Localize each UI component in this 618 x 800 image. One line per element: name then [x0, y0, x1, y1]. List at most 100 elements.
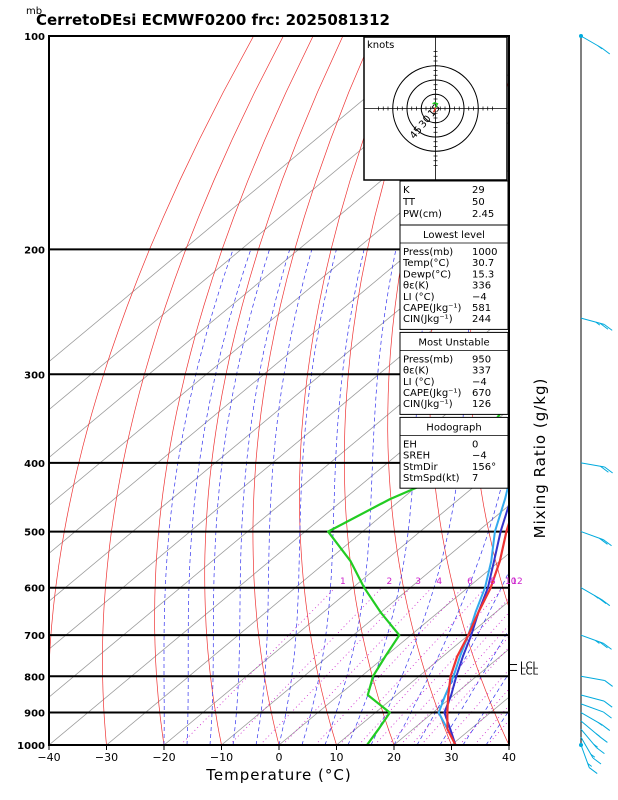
dry-adiabat [387, 36, 463, 745]
isotherm [336, 600, 509, 745]
mixing-ratio-line [229, 587, 383, 745]
x-axis-label: Temperature (°C) [205, 766, 351, 784]
temperature-tick-label: 0 [276, 751, 283, 764]
index-value: 29 [472, 185, 485, 196]
wind-barb-half [587, 763, 593, 767]
wind-barb-flag [601, 47, 611, 55]
moist-adiabat [232, 249, 291, 745]
wind-barb-shaft [580, 703, 604, 713]
isotherm [508, 744, 509, 745]
temperature-axis: −40 −30 −20 −10 0 10 20 30 40 [37, 745, 516, 764]
temperature-tick-label: −10 [210, 751, 233, 764]
mixing-ratio-label: 8 [490, 577, 496, 587]
hodograph-trace-low [432, 107, 437, 113]
mixing-ratio-line [180, 587, 336, 745]
wind-barb-flag [603, 700, 613, 708]
wind-barb-half [597, 721, 603, 726]
lcl-label: LCL [520, 666, 539, 677]
table-section-header: Lowest level [423, 230, 485, 241]
moist-adiabat [393, 449, 509, 745]
wind-barb-half [594, 594, 599, 599]
temperature-tick-label: −20 [152, 751, 175, 764]
wind-barb-half [590, 753, 596, 758]
wind-barb-flag [597, 597, 607, 604]
mixing-ratio-label: 3 [415, 577, 421, 587]
wind-barb-flag [603, 711, 612, 719]
index-label: PW(cm) [403, 209, 442, 220]
isotherm [163, 456, 509, 745]
table-row-label: CAPE(Jkg⁻¹) [403, 388, 461, 399]
moist-adiabat [462, 672, 509, 745]
temperature-tick-label: 40 [502, 751, 516, 764]
pressure-tick-label: 600 [24, 584, 45, 595]
wind-barb-half [595, 733, 601, 738]
pressure-tick-label: 100 [24, 32, 45, 43]
temperature-tick-label: −30 [95, 751, 118, 764]
moist-adiabat [186, 249, 252, 745]
indices-table: K 29 TT 50 PW(cm) 2.45 Lowest level Press(mb) 10… [399, 180, 509, 489]
background-grid [49, 36, 509, 745]
isotherm [49, 313, 509, 698]
table-row-label: θε(K) [403, 366, 429, 377]
table-row-value: 156° [472, 462, 496, 473]
moist-adiabat [439, 628, 509, 745]
dry-adiabat [49, 36, 254, 745]
table-row-value: 337 [472, 366, 491, 377]
table-row-label: LI (°C) [403, 292, 435, 303]
isotherm [49, 121, 509, 506]
moist-adiabat [324, 249, 397, 745]
dewpoint-trace [327, 399, 509, 745]
parcel-trace [443, 501, 509, 745]
table-box [399, 416, 509, 489]
table-row-label: CIN(Jkg⁻¹) [403, 399, 453, 410]
temperature-tick-label: −40 [37, 751, 60, 764]
isotherm [106, 409, 509, 745]
wind-barb-flag [601, 599, 611, 607]
table-row-value: 15.3 [472, 269, 494, 280]
wind-barb-flag [604, 680, 613, 687]
wind-barb-flag [592, 757, 602, 765]
table-row-value: 7 [472, 473, 478, 484]
dry-adiabat [299, 36, 403, 745]
table-row-label: StmSpd(kt) [403, 473, 460, 484]
pressure-tick-label: 1000 [17, 741, 45, 752]
table-row-value: 1000 [472, 247, 497, 258]
pressure-tick-label: 900 [24, 709, 45, 720]
lcl-label: LCL [520, 661, 539, 672]
mixing-ratio-line [487, 719, 509, 745]
isotherm [221, 504, 509, 745]
wind-barb-flag [599, 537, 608, 545]
pressure-tick-label: 500 [24, 528, 45, 539]
table-row-label: Press(mb) [403, 354, 453, 365]
wind-barb-half [595, 321, 601, 326]
wind-barb-flag [599, 641, 608, 649]
mixing-ratio-line [259, 587, 411, 745]
mixing-ratio-line [339, 587, 486, 745]
mixing-ratio-line [282, 587, 433, 745]
index-value: 50 [472, 197, 485, 208]
mixing-ratio-line [315, 587, 463, 745]
index-label: K [403, 185, 410, 196]
isotherm [49, 217, 509, 602]
temperature-tick-label: 20 [387, 751, 401, 764]
wind-barb-flag [601, 724, 611, 731]
moist-adiabat [278, 249, 337, 745]
isotherm [49, 36, 441, 363]
wind-barb-flag [588, 767, 598, 774]
index-label: TT [402, 197, 416, 208]
wind-barbs [579, 34, 613, 774]
table-row-value: 336 [472, 281, 491, 292]
mixing-ratio-label: 12 [511, 577, 522, 587]
table-section-header: Most Unstable [418, 337, 489, 348]
moist-adiabat [255, 249, 313, 745]
wind-barb-flag [603, 642, 612, 650]
mu-parcel-trace [437, 479, 509, 730]
wind-barb-shaft [580, 694, 605, 702]
table-row-value: −4 [472, 292, 487, 303]
wind-barb-half [597, 45, 603, 50]
table-row-label: CIN(Jkg⁻¹) [403, 314, 453, 325]
mixing-ratio-line [441, 669, 509, 745]
dry-adiabat [252, 36, 374, 745]
